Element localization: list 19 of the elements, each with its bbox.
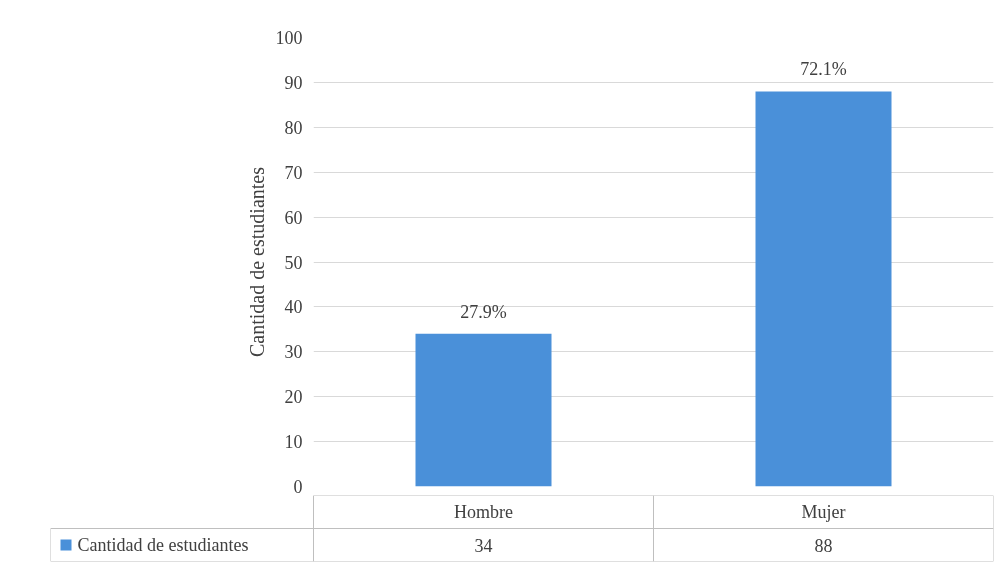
y-tick-label: 80	[284, 117, 303, 138]
y-tick-label: 0	[293, 477, 303, 497]
x-tick-label: Hombre	[454, 502, 513, 522]
y-axis-title: Cantidad de estudiantes	[245, 166, 268, 357]
y-tick-label: 90	[284, 72, 303, 93]
y-tick-label: 60	[284, 207, 303, 228]
annotation: 27.9%	[460, 301, 507, 322]
y-tick-label: 30	[284, 342, 303, 363]
legend-label: Cantidad de estudiantes	[77, 535, 249, 555]
x-tick-label: Mujer	[801, 502, 846, 522]
data-label: 34	[474, 535, 493, 556]
y-tick-label: 10	[284, 432, 303, 453]
y-tick-label: 40	[284, 297, 303, 318]
y-tick-label: 100	[275, 28, 303, 48]
annotation: 72.1%	[800, 59, 847, 80]
data-label: 88	[814, 535, 833, 556]
y-tick-label: 50	[284, 252, 303, 273]
y-tick-label: 20	[284, 387, 303, 408]
y-tick-label: 70	[284, 162, 303, 183]
